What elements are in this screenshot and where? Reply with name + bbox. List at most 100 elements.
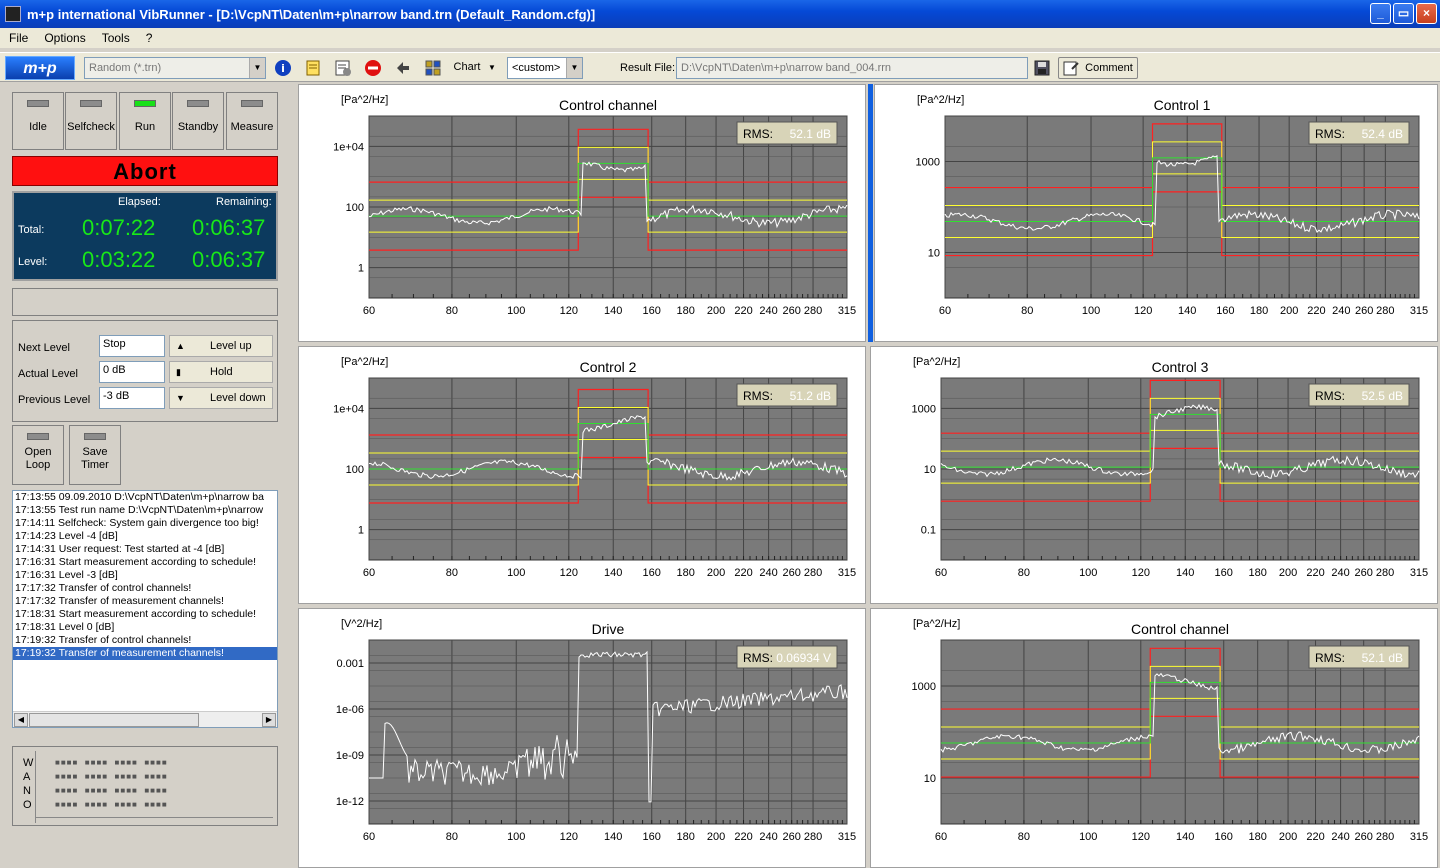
response-trace	[940, 672, 1420, 755]
menu-file[interactable]: File	[9, 31, 29, 45]
scroll-right-icon[interactable]: ▶	[262, 713, 276, 727]
chart-dropdown-icon[interactable]: ▼	[488, 63, 496, 72]
x-tick-label: 280	[804, 831, 822, 843]
actual-level-field[interactable]: 0 dB	[99, 361, 165, 383]
y-tick-label: 0.001	[336, 658, 364, 670]
next-level-field[interactable]: Stop	[99, 335, 165, 357]
chart-panel-control-1[interactable]: [Pa^2/Hz] Control 1 60 80 100 120 140 160 180 200…	[874, 84, 1438, 342]
x-tick-label: 60	[935, 831, 947, 843]
red-abort-lower-line	[369, 196, 847, 251]
custom-combo[interactable]: <custom> ▼	[507, 57, 583, 79]
chart-panel-drive[interactable]: [V^2/Hz] Drive 60 80 100 120 140 160 180 200 220 24…	[298, 608, 866, 868]
previous-level-field[interactable]: -3 dB	[99, 387, 165, 409]
level-up-button[interactable]: ▲ Level up	[169, 335, 273, 357]
rms-box	[736, 645, 838, 669]
idle-button[interactable]: Idle	[12, 92, 64, 150]
idle-label: Idle	[29, 121, 47, 133]
scroll-left-icon[interactable]: ◀	[14, 713, 28, 727]
comment-button[interactable]: Comment	[1058, 57, 1138, 79]
chart-panel-control-channel-2[interactable]: [Pa^2/Hz] Control channel 60 80 100 120 140 160…	[870, 608, 1438, 868]
x-tick-label: 315	[838, 831, 856, 843]
x-tick-label: 100	[1082, 305, 1100, 317]
chart-panel-control-2[interactable]: [Pa^2/Hz] Control 2 60 80 100 120 140 160 180 200…	[298, 346, 866, 604]
log-row[interactable]: 17:18:31 Level 0 [dB]	[15, 621, 115, 633]
standby-button[interactable]: Standby	[172, 92, 224, 150]
previous-level-label: Previous Level	[18, 394, 91, 406]
log-row[interactable]: 17:18:31 Start measurement according to …	[15, 608, 257, 620]
hold-button[interactable]: ▮ Hold	[169, 361, 273, 383]
minimize-button[interactable]: _	[1370, 3, 1391, 24]
elapsed-header: Elapsed:	[118, 196, 161, 208]
chart-grid-icon[interactable]	[422, 57, 444, 79]
selfcheck-button[interactable]: Selfcheck	[65, 92, 117, 150]
x-tick-label: 160	[643, 567, 661, 579]
log-row[interactable]: 17:14:23 Level -4 [dB]	[15, 530, 118, 542]
maximize-button[interactable]: ▭	[1393, 3, 1414, 24]
mode-combo[interactable]: Random (*.trn) ▼	[84, 57, 266, 79]
measure-button[interactable]: Measure	[226, 92, 278, 150]
red-abort-upper-line	[941, 379, 1419, 434]
menu-tools[interactable]: Tools	[101, 31, 130, 45]
log-row[interactable]: 17:17:32 Transfer of control channels!	[15, 582, 192, 594]
x-tick-label: 80	[1021, 305, 1033, 317]
rms-value: 51.2 dB	[790, 389, 831, 403]
x-tick-label: 100	[507, 305, 525, 317]
x-tick-label: 260	[783, 305, 801, 317]
open-loop-button[interactable]: Open Loop	[12, 425, 64, 485]
back-icon[interactable]	[392, 57, 414, 79]
menu-help[interactable]: ?	[145, 31, 153, 45]
y-tick-label: 1e+04	[333, 403, 364, 415]
y-tick-label: 10	[924, 464, 936, 476]
log-row[interactable]: 17:13:55 Test run name D:\VcpNT\Daten\m+…	[15, 504, 264, 516]
unit-label: [Pa^2/Hz]	[341, 356, 388, 368]
save-icon[interactable]	[1031, 57, 1053, 79]
idle-led	[27, 100, 49, 107]
y-tick-label: 1e-12	[336, 796, 364, 808]
settings-icon[interactable]	[332, 57, 354, 79]
log-row[interactable]: 17:14:11 Selfcheck: System gain divergen…	[15, 517, 259, 529]
status-letter-o: O	[23, 799, 32, 811]
menu-options[interactable]: Options	[44, 31, 86, 45]
response-trace	[940, 403, 1420, 479]
x-tick-label: 160	[1215, 831, 1233, 843]
save-timer-button[interactable]: Save Timer	[69, 425, 121, 485]
x-tick-label: 100	[507, 567, 525, 579]
chart-svg: [Pa^2/Hz] Control 3 60 80 100 120 140 160 180 200…	[912, 356, 1429, 579]
yellow-alarm-lower-line	[941, 429, 1419, 484]
event-log[interactable]: 17:13:55 09.09.2010 D:\VcpNT\Daten\m+p\n…	[12, 490, 278, 728]
save-timer-label-1: Save	[82, 446, 108, 458]
chart-panel-control-3[interactable]: [Pa^2/Hz] Control 3 60 80 100 120 140 160 180 200…	[870, 346, 1438, 604]
x-tick-label: 200	[707, 567, 725, 579]
x-tick-label: 60	[363, 305, 375, 317]
save-timer-label-2: Timer	[81, 459, 109, 471]
log-row[interactable]: 17:16:31 Level -3 [dB]	[15, 569, 118, 581]
log-row-selected[interactable]: 17:19:32 Transfer of measurement channel…	[13, 647, 277, 660]
run-button[interactable]: Run	[119, 92, 171, 150]
log-scrollbar[interactable]: ◀ ▶	[13, 711, 277, 727]
standby-led	[187, 100, 209, 107]
hold-icon: ▮	[176, 367, 181, 377]
chart-button[interactable]: Chart	[453, 61, 481, 73]
stop-icon[interactable]	[362, 57, 384, 79]
log-row[interactable]: 17:13:55 09.09.2010 D:\VcpNT\Daten\m+p\n…	[15, 491, 264, 503]
close-button[interactable]: ×	[1416, 3, 1437, 24]
log-row[interactable]: 17:19:32 Transfer of control channels!	[15, 634, 192, 646]
level-down-button[interactable]: ▼ Level down	[169, 387, 273, 409]
x-tick-label: 120	[560, 831, 578, 843]
abort-button[interactable]: Abort	[12, 156, 278, 186]
info-icon[interactable]: i	[272, 57, 294, 79]
chevron-down-icon: ▼	[566, 58, 582, 78]
yellow-alarm-upper-line	[941, 397, 1419, 452]
log-row[interactable]: 17:16:31 Start measurement according to …	[15, 556, 257, 568]
notes-icon[interactable]	[302, 57, 324, 79]
x-tick-label: 180	[677, 567, 695, 579]
log-row[interactable]: 17:14:31 User request: Test started at -…	[15, 543, 225, 555]
result-file-field[interactable]: D:\VcpNT\Daten\m+p\narrow band_004.rrn	[676, 57, 1028, 79]
x-tick-label: 80	[446, 305, 458, 317]
status-strip	[12, 288, 278, 316]
chart-panel-control-channel[interactable]: [Pa^2/Hz] Control channel 60 80 100 120 140 160…	[298, 84, 866, 342]
log-row[interactable]: 17:17:32 Transfer of measurement channel…	[15, 595, 224, 607]
status-divider	[35, 751, 36, 823]
open-loop-label-1: Open	[24, 446, 52, 458]
scroll-thumb[interactable]	[29, 713, 199, 727]
